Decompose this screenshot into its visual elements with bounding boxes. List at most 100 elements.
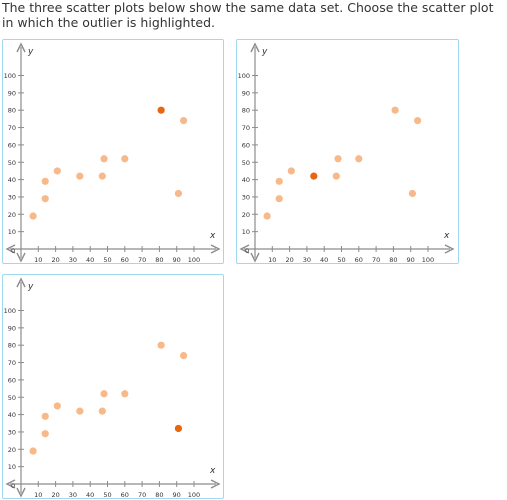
x-tick-label: 80	[389, 256, 397, 264]
x-tick-label: 50	[103, 491, 111, 499]
y-tick-label: 60	[242, 141, 250, 149]
x-tick-label: 10	[34, 491, 42, 499]
x-tick-label: 40	[320, 256, 328, 264]
x-tick-label: 80	[155, 491, 163, 499]
scatter-plot-a: y x 0 10 20 30 40 50 60 70 80 90 100 10 20 30 40 50 60 70 80…	[4, 42, 221, 264]
y-tick-label: 90	[242, 89, 250, 97]
x-tick-label: 90	[173, 256, 181, 264]
data-point	[408, 189, 417, 198]
data-point	[98, 172, 106, 180]
y-axis-arrow-down	[16, 252, 26, 263]
y-axis-arrow-down	[250, 252, 260, 263]
choice-a[interactable]: y x 0 10 20 30 40 50 60 70 80 90 100 10 20 30 40 50 60 70 80…	[2, 39, 224, 264]
x-tick-label: 60	[121, 256, 129, 264]
y-axis-label: y	[261, 47, 268, 57]
data-point	[41, 412, 49, 420]
x-tick-label: 20	[51, 491, 59, 499]
y-tick-label: 30	[8, 428, 16, 436]
data-point	[275, 195, 283, 203]
y-tick-label: 80	[242, 107, 250, 115]
x-tick-label: 50	[337, 256, 345, 264]
x-tick-label: 60	[355, 256, 363, 264]
y-tick-label: 20	[8, 211, 16, 219]
data-point	[29, 212, 37, 220]
y-tick-label: 50	[8, 394, 16, 402]
y-tick-label: 60	[8, 376, 16, 384]
x-tick-label: 80	[155, 256, 163, 264]
choice-c[interactable]: y x 0 10 20 30 40 50 60 70 80 90 100 10 20 30 40 50 60 70 80…	[2, 274, 224, 499]
y-axis-arrow-up	[250, 42, 260, 53]
y-tick-label: 40	[8, 176, 16, 184]
data-point	[414, 117, 422, 125]
x-axis-arrow-right	[444, 244, 455, 254]
y-tick-label: 80	[8, 342, 16, 350]
data-point	[275, 177, 283, 185]
y-tick-label: 100	[238, 72, 250, 80]
x-tick-label: 100	[422, 256, 434, 264]
x-axis-label: x	[443, 231, 450, 241]
x-tick-label: 100	[188, 491, 200, 499]
data-point	[121, 390, 129, 398]
data-point	[334, 155, 342, 163]
y-tick-label: 90	[8, 89, 16, 97]
x-axis-arrow-left	[5, 479, 16, 489]
data-point	[121, 155, 129, 163]
data-point	[157, 341, 165, 349]
y-axis-arrow-up	[16, 277, 26, 288]
data-point	[174, 189, 183, 198]
data-point	[76, 407, 84, 415]
y-tick-label: 90	[8, 324, 16, 332]
y-tick-label: 10	[242, 228, 250, 236]
y-tick-label: 100	[4, 307, 16, 315]
x-tick-label: 60	[121, 491, 129, 499]
data-point	[180, 117, 188, 125]
highlighted-point	[174, 424, 183, 433]
y-tick-label: 70	[8, 359, 16, 367]
choice-b[interactable]: y x 0 10 20 30 40 50 60 70 80 90 100 10 20 30 40 50 60 70 80…	[236, 39, 459, 264]
y-tick-label: 30	[242, 193, 250, 201]
highlighted-point	[310, 172, 318, 180]
y-tick-label: 50	[242, 159, 250, 167]
x-axis-label: x	[209, 231, 216, 241]
x-axis-arrow-left	[5, 244, 16, 254]
data-point	[287, 167, 295, 175]
y-tick-label: 50	[8, 159, 16, 167]
data-point	[29, 447, 37, 455]
origin-label: 0	[11, 247, 15, 255]
y-tick-label: 20	[8, 446, 16, 454]
x-tick-label: 70	[372, 256, 380, 264]
x-tick-label: 70	[138, 256, 146, 264]
x-tick-label: 10	[34, 256, 42, 264]
x-axis-arrow-right	[210, 244, 221, 254]
x-tick-label: 70	[138, 491, 146, 499]
x-tick-label: 20	[285, 256, 293, 264]
y-axis-arrow-up	[16, 42, 26, 53]
y-tick-label: 10	[8, 228, 16, 236]
y-tick-label: 70	[242, 124, 250, 132]
x-tick-label: 50	[103, 256, 111, 264]
y-tick-label: 40	[8, 411, 16, 419]
x-axis-arrow-right	[210, 479, 221, 489]
y-tick-label: 40	[242, 176, 250, 184]
scatter-plot-c: y x 0 10 20 30 40 50 60 70 80 90 100 10 20 30 40 50 60 70 80…	[4, 277, 221, 499]
data-point	[391, 106, 399, 114]
data-point	[41, 195, 49, 203]
data-point	[76, 172, 84, 180]
data-point	[53, 167, 61, 175]
y-tick-label: 70	[8, 124, 16, 132]
x-axis-label: x	[209, 466, 216, 476]
data-point	[98, 407, 106, 415]
x-tick-label: 30	[69, 491, 77, 499]
scatter-plot-b: y x 0 10 20 30 40 50 60 70 80 90 100 10 20 30 40 50 60 70 80…	[238, 42, 455, 264]
data-point	[263, 212, 271, 220]
origin-label: 0	[11, 482, 15, 490]
data-point	[100, 390, 108, 398]
data-point	[41, 430, 49, 438]
y-axis-arrow-down	[16, 487, 26, 498]
x-tick-label: 90	[173, 491, 181, 499]
y-tick-label: 80	[8, 107, 16, 115]
data-point	[41, 177, 49, 185]
origin-label: 0	[245, 247, 249, 255]
x-tick-label: 40	[86, 256, 94, 264]
data-point	[332, 172, 340, 180]
